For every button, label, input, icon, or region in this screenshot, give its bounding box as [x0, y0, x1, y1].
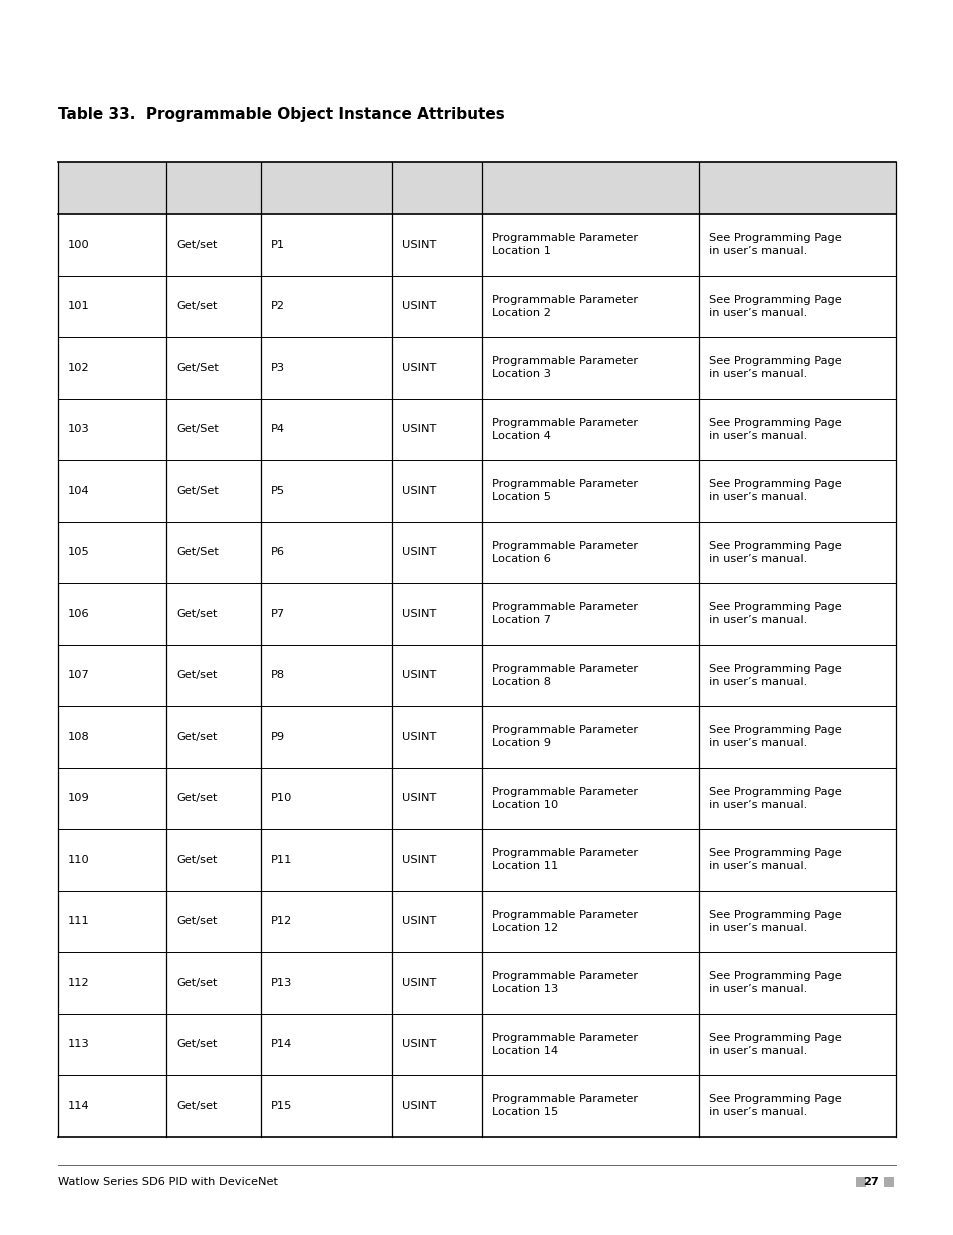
Text: See Programming Page
in user’s manual.: See Programming Page in user’s manual.: [709, 787, 841, 810]
Text: See Programming Page
in user’s manual.: See Programming Page in user’s manual.: [709, 664, 841, 687]
Text: P11: P11: [271, 855, 292, 864]
Text: See Programming Page
in user’s manual.: See Programming Page in user’s manual.: [709, 1032, 841, 1056]
Text: 109: 109: [68, 793, 90, 803]
Text: Programmable Parameter
Location 7: Programmable Parameter Location 7: [492, 603, 638, 625]
Text: 108: 108: [68, 732, 90, 742]
Text: 112: 112: [68, 978, 90, 988]
Text: 106: 106: [68, 609, 90, 619]
Text: P9: P9: [271, 732, 285, 742]
Text: USINT: USINT: [401, 425, 436, 435]
Text: P3: P3: [271, 363, 285, 373]
Text: Get/Set: Get/Set: [176, 425, 219, 435]
Text: Get/set: Get/set: [176, 978, 217, 988]
Text: USINT: USINT: [401, 363, 436, 373]
Text: P15: P15: [271, 1100, 292, 1110]
Text: USINT: USINT: [401, 301, 436, 311]
Text: P6: P6: [271, 547, 285, 557]
Text: USINT: USINT: [401, 732, 436, 742]
Text: P12: P12: [271, 916, 292, 926]
Text: Programmable Parameter
Location 6: Programmable Parameter Location 6: [492, 541, 638, 563]
Text: Get/Set: Get/Set: [176, 485, 219, 495]
Text: Get/set: Get/set: [176, 1100, 217, 1110]
Text: P1: P1: [271, 240, 285, 249]
Bar: [58, 162, 895, 214]
Text: Programmable Parameter
Location 4: Programmable Parameter Location 4: [492, 417, 638, 441]
Text: Get/set: Get/set: [176, 609, 217, 619]
Text: See Programming Page
in user’s manual.: See Programming Page in user’s manual.: [709, 603, 841, 625]
Text: Get/set: Get/set: [176, 855, 217, 864]
Text: See Programming Page
in user’s manual.: See Programming Page in user’s manual.: [709, 725, 841, 748]
Text: USINT: USINT: [401, 793, 436, 803]
Text: See Programming Page
in user’s manual.: See Programming Page in user’s manual.: [709, 479, 841, 503]
Text: 103: 103: [68, 425, 90, 435]
Text: USINT: USINT: [401, 855, 436, 864]
Text: 104: 104: [68, 485, 90, 495]
Text: See Programming Page
in user’s manual.: See Programming Page in user’s manual.: [709, 848, 841, 871]
Text: USINT: USINT: [401, 485, 436, 495]
Text: See Programming Page
in user’s manual.: See Programming Page in user’s manual.: [709, 910, 841, 932]
Text: Programmable Parameter
Location 1: Programmable Parameter Location 1: [492, 233, 638, 256]
Text: 107: 107: [68, 671, 90, 680]
Text: Get/Set: Get/Set: [176, 547, 219, 557]
Text: Get/set: Get/set: [176, 671, 217, 680]
Text: Programmable Parameter
Location 15: Programmable Parameter Location 15: [492, 1094, 638, 1118]
Text: USINT: USINT: [401, 916, 436, 926]
Text: P13: P13: [271, 978, 292, 988]
Text: 101: 101: [68, 301, 90, 311]
Text: P4: P4: [271, 425, 285, 435]
Text: Programmable Parameter
Location 3: Programmable Parameter Location 3: [492, 357, 638, 379]
Text: Get/set: Get/set: [176, 301, 217, 311]
Text: See Programming Page
in user’s manual.: See Programming Page in user’s manual.: [709, 972, 841, 994]
Text: Get/Set: Get/Set: [176, 363, 219, 373]
Text: P10: P10: [271, 793, 292, 803]
Text: 102: 102: [68, 363, 90, 373]
Text: P2: P2: [271, 301, 285, 311]
Text: Programmable Parameter
Location 13: Programmable Parameter Location 13: [492, 972, 638, 994]
Text: 111: 111: [68, 916, 90, 926]
Text: Programmable Parameter
Location 9: Programmable Parameter Location 9: [492, 725, 638, 748]
Text: 113: 113: [68, 1039, 90, 1050]
Text: USINT: USINT: [401, 1100, 436, 1110]
Text: P7: P7: [271, 609, 285, 619]
Text: Get/set: Get/set: [176, 793, 217, 803]
Text: USINT: USINT: [401, 978, 436, 988]
Text: Get/set: Get/set: [176, 1039, 217, 1050]
Text: See Programming Page
in user’s manual.: See Programming Page in user’s manual.: [709, 295, 841, 317]
Text: USINT: USINT: [401, 671, 436, 680]
Text: Table 33.  Programmable Object Instance Attributes: Table 33. Programmable Object Instance A…: [58, 107, 504, 122]
Text: 110: 110: [68, 855, 90, 864]
Text: 114: 114: [68, 1100, 90, 1110]
Text: Get/set: Get/set: [176, 916, 217, 926]
Text: Programmable Parameter
Location 11: Programmable Parameter Location 11: [492, 848, 638, 871]
Text: See Programming Page
in user’s manual.: See Programming Page in user’s manual.: [709, 357, 841, 379]
Text: P5: P5: [271, 485, 285, 495]
Text: 100: 100: [68, 240, 90, 249]
Text: 27: 27: [862, 1177, 878, 1187]
Text: Programmable Parameter
Location 12: Programmable Parameter Location 12: [492, 910, 638, 932]
Bar: [855, 1177, 865, 1187]
Text: See Programming Page
in user’s manual.: See Programming Page in user’s manual.: [709, 233, 841, 256]
Text: USINT: USINT: [401, 240, 436, 249]
Text: Get/set: Get/set: [176, 240, 217, 249]
Text: Programmable Parameter
Location 5: Programmable Parameter Location 5: [492, 479, 638, 503]
Text: 105: 105: [68, 547, 90, 557]
Text: Get/set: Get/set: [176, 732, 217, 742]
Text: Programmable Parameter
Location 14: Programmable Parameter Location 14: [492, 1032, 638, 1056]
Text: USINT: USINT: [401, 609, 436, 619]
Text: P14: P14: [271, 1039, 292, 1050]
Text: USINT: USINT: [401, 547, 436, 557]
Text: Programmable Parameter
Location 2: Programmable Parameter Location 2: [492, 295, 638, 317]
Text: See Programming Page
in user’s manual.: See Programming Page in user’s manual.: [709, 541, 841, 563]
Text: See Programming Page
in user’s manual.: See Programming Page in user’s manual.: [709, 1094, 841, 1118]
Text: P8: P8: [271, 671, 285, 680]
Text: Watlow Series SD6 PID with DeviceNet: Watlow Series SD6 PID with DeviceNet: [58, 1177, 277, 1187]
Text: See Programming Page
in user’s manual.: See Programming Page in user’s manual.: [709, 417, 841, 441]
Text: USINT: USINT: [401, 1039, 436, 1050]
Text: Programmable Parameter
Location 8: Programmable Parameter Location 8: [492, 664, 638, 687]
Bar: [883, 1177, 893, 1187]
Text: Programmable Parameter
Location 10: Programmable Parameter Location 10: [492, 787, 638, 810]
